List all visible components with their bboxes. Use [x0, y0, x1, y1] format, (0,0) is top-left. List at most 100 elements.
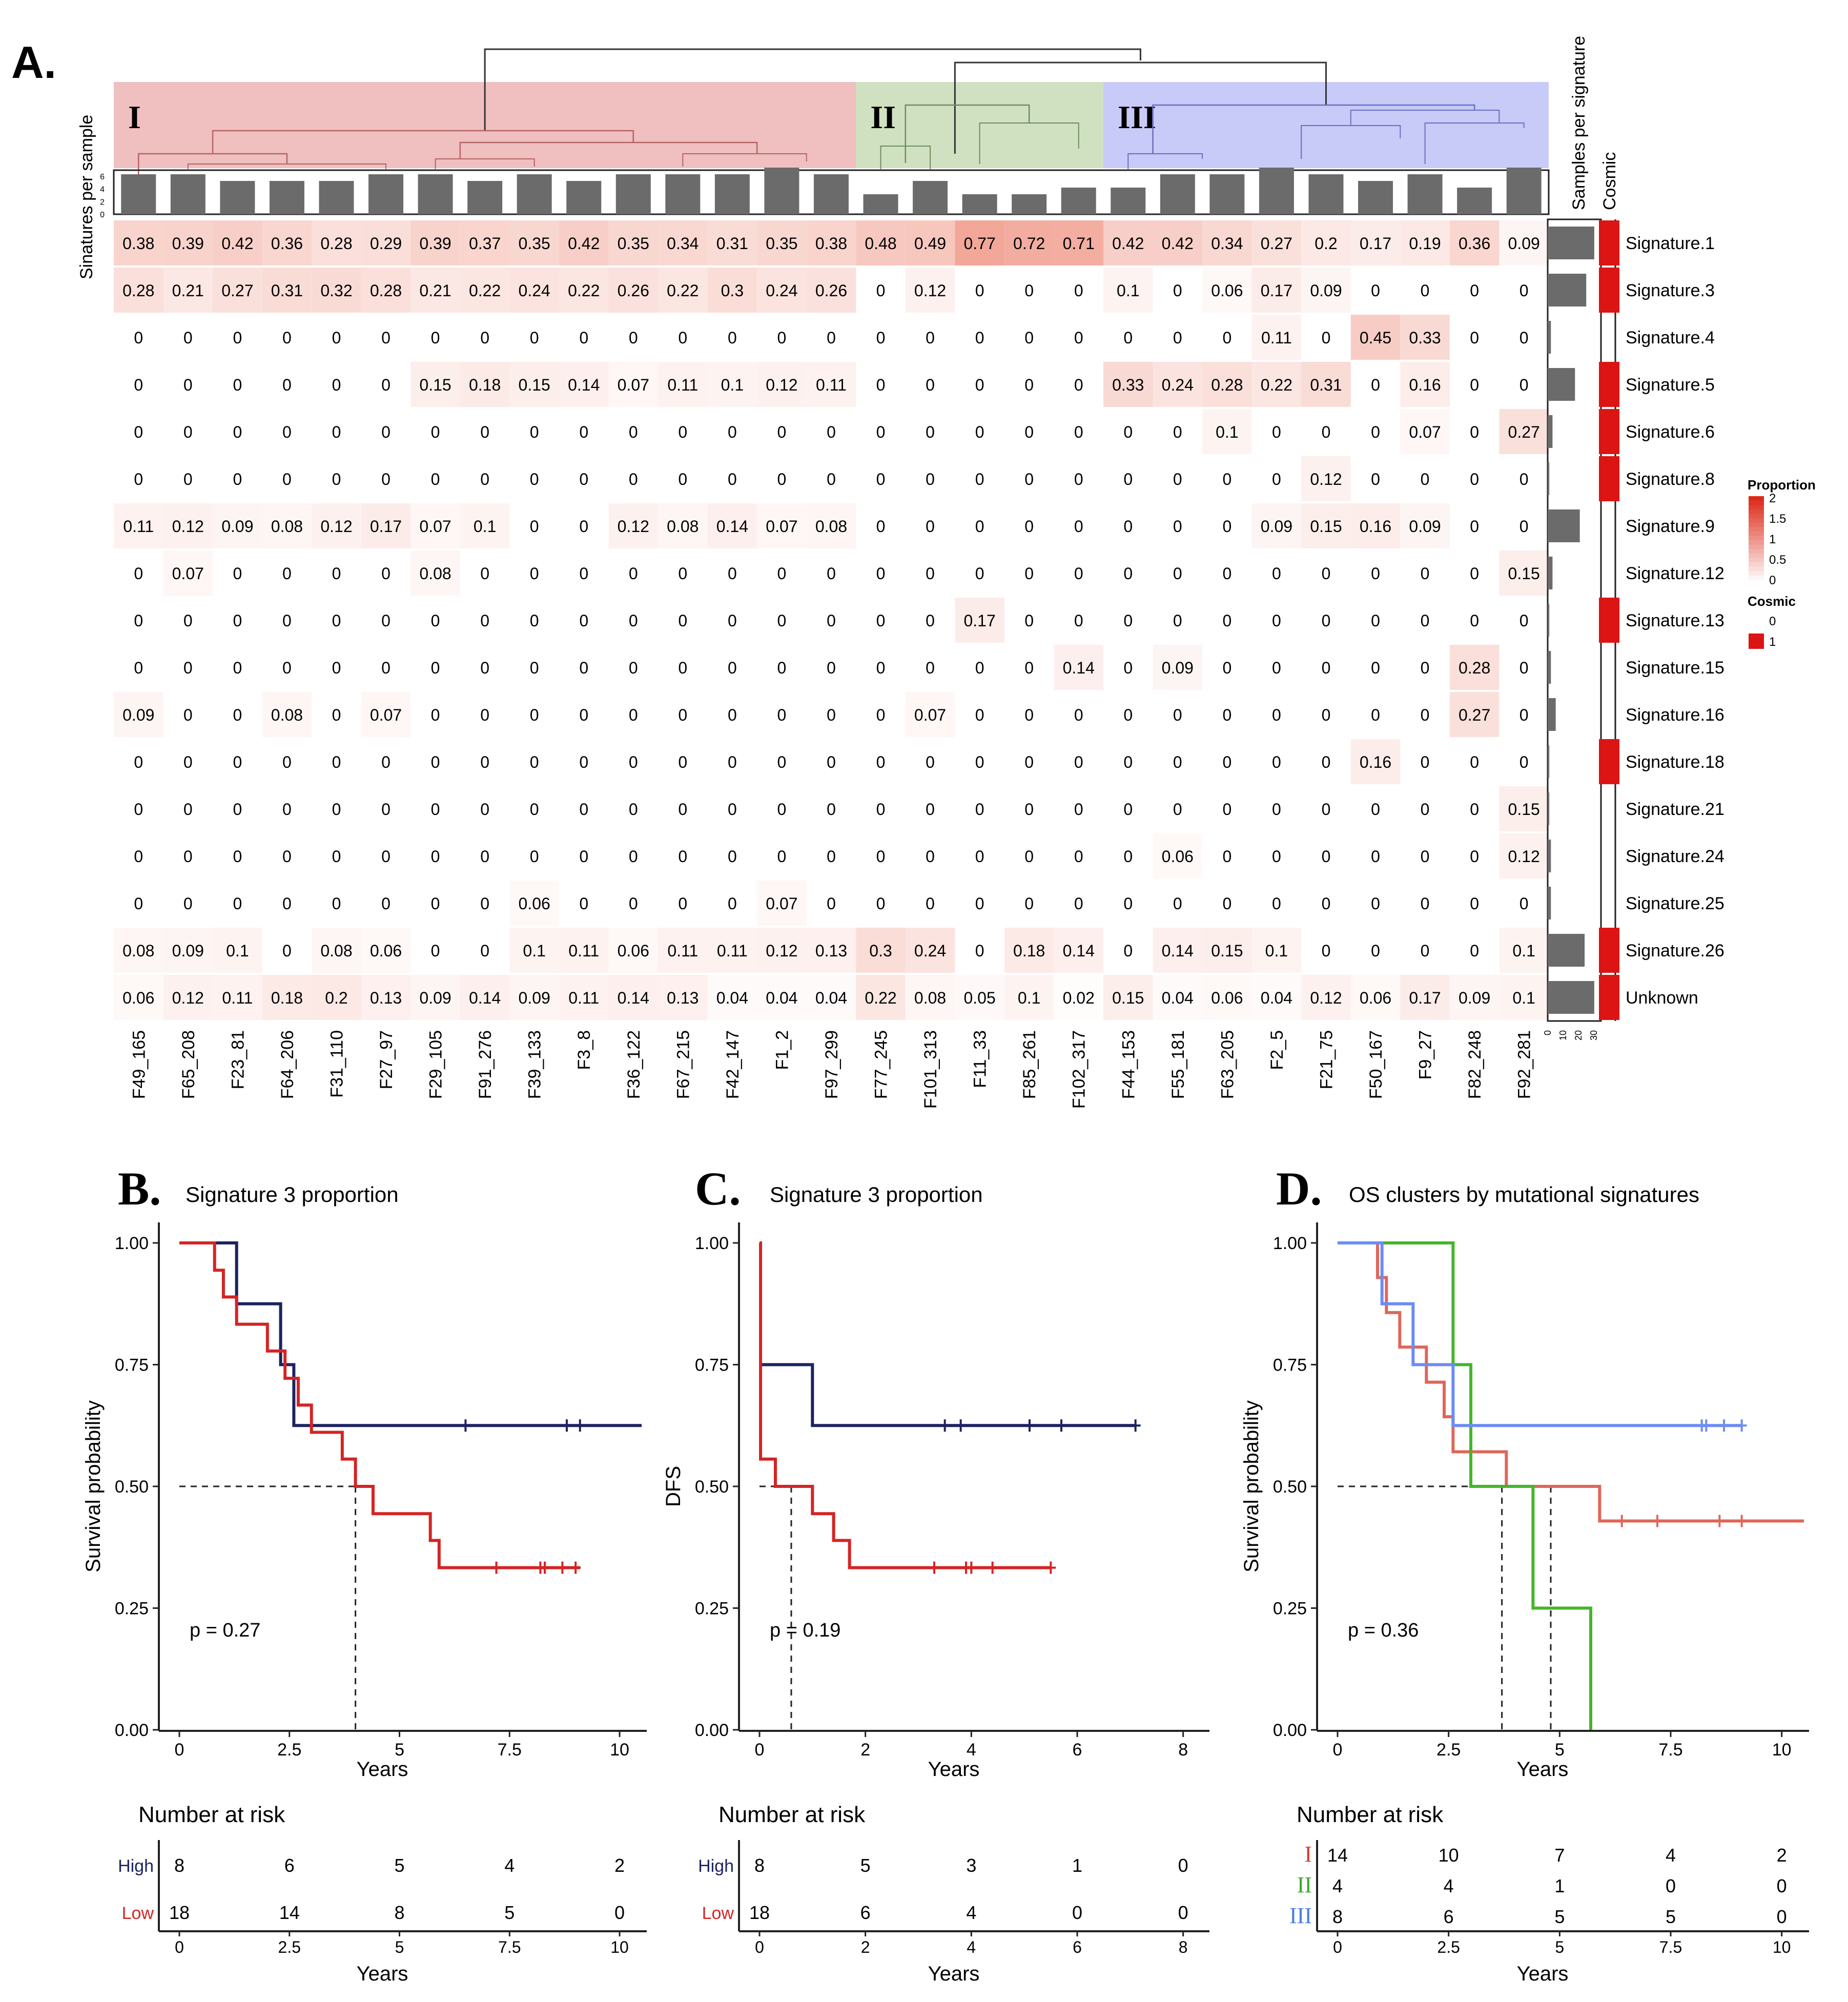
heatmap-value: 0.3: [721, 281, 744, 300]
heatmap-value: 0: [728, 753, 737, 771]
sample-label: F65_208: [179, 1030, 198, 1099]
legend-cosmic-title: Cosmic: [1748, 594, 1796, 609]
heatmap-value: 0: [1421, 847, 1430, 866]
heatmap-value: 0: [1123, 517, 1133, 536]
heatmap-value: 0: [381, 423, 391, 441]
y-tick-label: 0.00: [695, 1721, 729, 1740]
risk-x-tick-label: 5: [395, 1938, 404, 1956]
risk-value: 5: [395, 1855, 405, 1876]
heatmap-cell: [509, 975, 559, 1020]
heatmap-cell: [114, 268, 163, 313]
risk-value: 6: [860, 1902, 871, 1923]
heatmap-cell: [1153, 220, 1203, 265]
heatmap-value: 0.33: [1112, 376, 1144, 394]
heatmap-value: 0.1: [1216, 423, 1238, 441]
sample-label: F50_167: [1366, 1030, 1386, 1099]
risk-value: 0: [1777, 1906, 1787, 1927]
heatmap-value: 0: [1470, 800, 1479, 819]
heatmap-value: 0: [1470, 753, 1479, 771]
dendrogram-branch: [1350, 110, 1500, 126]
signature-label: Signature.18: [1626, 752, 1724, 772]
signature-count-bar: [1548, 509, 1580, 542]
heatmap-value: 0.13: [370, 989, 402, 1007]
heatmap-value: 0: [233, 329, 242, 347]
heatmap-value: 0: [728, 329, 737, 347]
signature-count-tick: 20: [1573, 1030, 1584, 1040]
heatmap-value: 0: [183, 376, 193, 394]
km-curve-Low: [179, 1241, 580, 1569]
heatmap-value: 0: [431, 800, 440, 819]
heatmap-value: 0: [1371, 564, 1380, 583]
heatmap-value: 0: [777, 706, 787, 724]
heatmap-value: 0: [134, 800, 143, 819]
risk-value: 0: [1178, 1855, 1188, 1876]
heatmap-value: 0: [1024, 376, 1034, 394]
censor-mark: [955, 1419, 966, 1432]
heatmap-value: 0.38: [815, 234, 847, 253]
heatmap-value: 0: [480, 329, 489, 347]
heatmap-value: 0.07: [419, 517, 451, 536]
heatmap-cell: [361, 268, 411, 313]
heatmap-value: 0.12: [914, 281, 946, 300]
heatmap-value: 0: [431, 659, 440, 677]
heatmap-value: 0: [1074, 517, 1083, 536]
heatmap-value: 0.15: [1310, 517, 1342, 536]
risk-value: 8: [395, 1902, 405, 1923]
heatmap-value: 0: [876, 753, 886, 771]
heatmap-value: 0.17: [1409, 989, 1441, 1007]
heatmap-cell: [1251, 220, 1302, 265]
heatmap-value: 0: [1024, 517, 1034, 536]
heatmap-value: 0.21: [172, 281, 204, 300]
signature-label: Signature.15: [1626, 658, 1724, 678]
heatmap-value: 0.42: [221, 234, 253, 253]
heatmap-value: 0: [1123, 942, 1133, 960]
x-tick-label: 6: [1073, 1740, 1082, 1760]
heatmap-value: 0.12: [766, 376, 797, 394]
heatmap-value: 0: [282, 564, 292, 583]
heatmap-cell: [1350, 220, 1401, 265]
heatmap-cell: [806, 503, 856, 548]
heatmap-value: 0.04: [815, 989, 847, 1007]
heatmap-cell: [509, 220, 559, 265]
heatmap-value: 0: [827, 423, 836, 441]
legend-cosmic-swatch-1: [1749, 634, 1764, 649]
risk-row-label: Low: [702, 1904, 734, 1923]
dendrogram-branch: [187, 164, 387, 169]
heatmap-value: 0: [1520, 376, 1529, 394]
risk-row-label: I: [1304, 1842, 1312, 1867]
heatmap-cell: [1350, 503, 1401, 548]
heatmap-cell: [163, 975, 213, 1020]
heatmap-value: 0: [827, 611, 836, 630]
heatmap-cell: [757, 881, 807, 926]
heatmap-value: 0.12: [172, 517, 204, 536]
panel-label-a: A.: [11, 37, 56, 88]
risk-value: 4: [966, 1902, 976, 1923]
heatmap-value: 0: [926, 329, 935, 347]
km-curve-I: [1338, 1241, 1804, 1523]
risk-x-axis-label: Years: [357, 1963, 408, 1985]
signature-label: Signature.12: [1626, 564, 1724, 583]
heatmap-value: 0: [134, 611, 143, 630]
heatmap-value: 0: [530, 706, 539, 724]
heatmap-value: 0: [1173, 706, 1182, 724]
heatmap-value: 0.1: [1265, 942, 1288, 960]
heatmap-value: 0: [332, 753, 341, 771]
heatmap-value: 0: [876, 847, 886, 866]
legend-proportion-tick: 1: [1769, 533, 1776, 546]
heatmap-value: 0: [1222, 659, 1231, 677]
heatmap-value: 0.49: [914, 234, 946, 253]
risk-value: 5: [860, 1855, 871, 1876]
heatmap-cell: [658, 268, 708, 313]
heatmap-value: 0: [1024, 281, 1034, 300]
heatmap-cell: [658, 975, 708, 1020]
heatmap-value: 0: [975, 376, 984, 394]
heatmap-value: 0: [876, 517, 886, 536]
heatmap-value: 0.21: [419, 281, 451, 300]
heatmap-value: 0: [1272, 800, 1281, 819]
heatmap-value: 0: [1470, 376, 1479, 394]
heatmap-value: 0: [1173, 281, 1182, 300]
cosmic-cell: [1599, 220, 1619, 265]
heatmap-cell: [905, 220, 955, 265]
heatmap-value: 0: [431, 611, 440, 630]
legend-gradient-step: [1749, 566, 1764, 572]
